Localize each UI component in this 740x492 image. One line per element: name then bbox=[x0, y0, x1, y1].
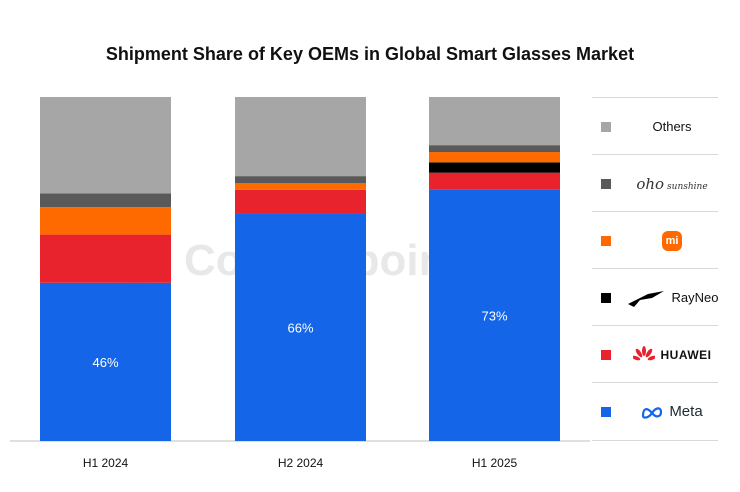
bar-segment-rayneo-h1-2025 bbox=[429, 162, 560, 173]
bar-segment-oho-sunshine-h1-2024 bbox=[40, 193, 171, 208]
x-tick-label-h1-2024: H1 2024 bbox=[83, 456, 129, 470]
legend-item-xiaomi: mi bbox=[592, 211, 718, 269]
x-tick-label-h1-2025: H1 2025 bbox=[472, 456, 518, 470]
huawei-logo-icon bbox=[632, 345, 655, 364]
data-label-h2-2024: 66% bbox=[287, 320, 313, 335]
bar-segment-huawei-h1-2025 bbox=[429, 172, 560, 190]
legend-item-meta: Meta bbox=[592, 382, 718, 441]
bar-segment-meta-h2-2024 bbox=[235, 213, 366, 441]
bar-segment-others-h1-2024 bbox=[40, 97, 171, 194]
chart-title: Shipment Share of Key OEMs in Global Sma… bbox=[105, 44, 635, 64]
bar-segment-xiaomi-h1-2024 bbox=[40, 207, 171, 235]
rayneo-logo-icon bbox=[626, 288, 666, 308]
legend-item-oho-sunshine: oho sunshine bbox=[592, 154, 718, 212]
oho-sunshine-logo: oho sunshine bbox=[636, 174, 708, 193]
legend-swatch-oho bbox=[601, 179, 611, 189]
bar-segment-others-h1-2025 bbox=[429, 97, 560, 146]
legend-label-others: Others bbox=[652, 119, 692, 134]
legend-swatch-others bbox=[601, 122, 611, 132]
bar-segment-oho-sunshine-h2-2024 bbox=[235, 176, 366, 183]
bar-segment-huawei-h2-2024 bbox=[235, 189, 366, 214]
legend-label-rayneo: RayNeo bbox=[671, 290, 719, 305]
xiaomi-logo-icon: mi bbox=[662, 230, 682, 251]
bar-segment-oho-sunshine-h1-2025 bbox=[429, 145, 560, 153]
legend-item-huawei: HUAWEI bbox=[592, 325, 718, 383]
legend: Others oho sunshine mi RayNeo bbox=[592, 97, 718, 441]
legend-label-meta: Meta bbox=[669, 403, 703, 420]
legend-swatch-meta bbox=[601, 407, 611, 417]
legend-item-rayneo: RayNeo bbox=[592, 268, 718, 326]
meta-logo-icon bbox=[641, 405, 663, 419]
bar-segment-huawei-h1-2024 bbox=[40, 234, 171, 283]
legend-label-huawei: HUAWEI bbox=[660, 347, 712, 362]
bar-segment-xiaomi-h1-2025 bbox=[429, 152, 560, 163]
legend-swatch-rayneo bbox=[601, 293, 611, 303]
data-label-h1-2024: 46% bbox=[92, 355, 118, 370]
bar-segment-meta-h1-2025 bbox=[429, 189, 560, 441]
bar-segment-xiaomi-h2-2024 bbox=[235, 183, 366, 190]
legend-swatch-huawei bbox=[601, 350, 611, 360]
bar-segment-others-h2-2024 bbox=[235, 97, 366, 177]
data-label-h1-2025: 73% bbox=[481, 308, 507, 323]
x-tick-label-h2-2024: H2 2024 bbox=[278, 456, 324, 470]
bar-segment-meta-h1-2024 bbox=[40, 282, 171, 441]
legend-swatch-xiaomi bbox=[601, 236, 611, 246]
legend-item-others: Others bbox=[592, 97, 718, 155]
